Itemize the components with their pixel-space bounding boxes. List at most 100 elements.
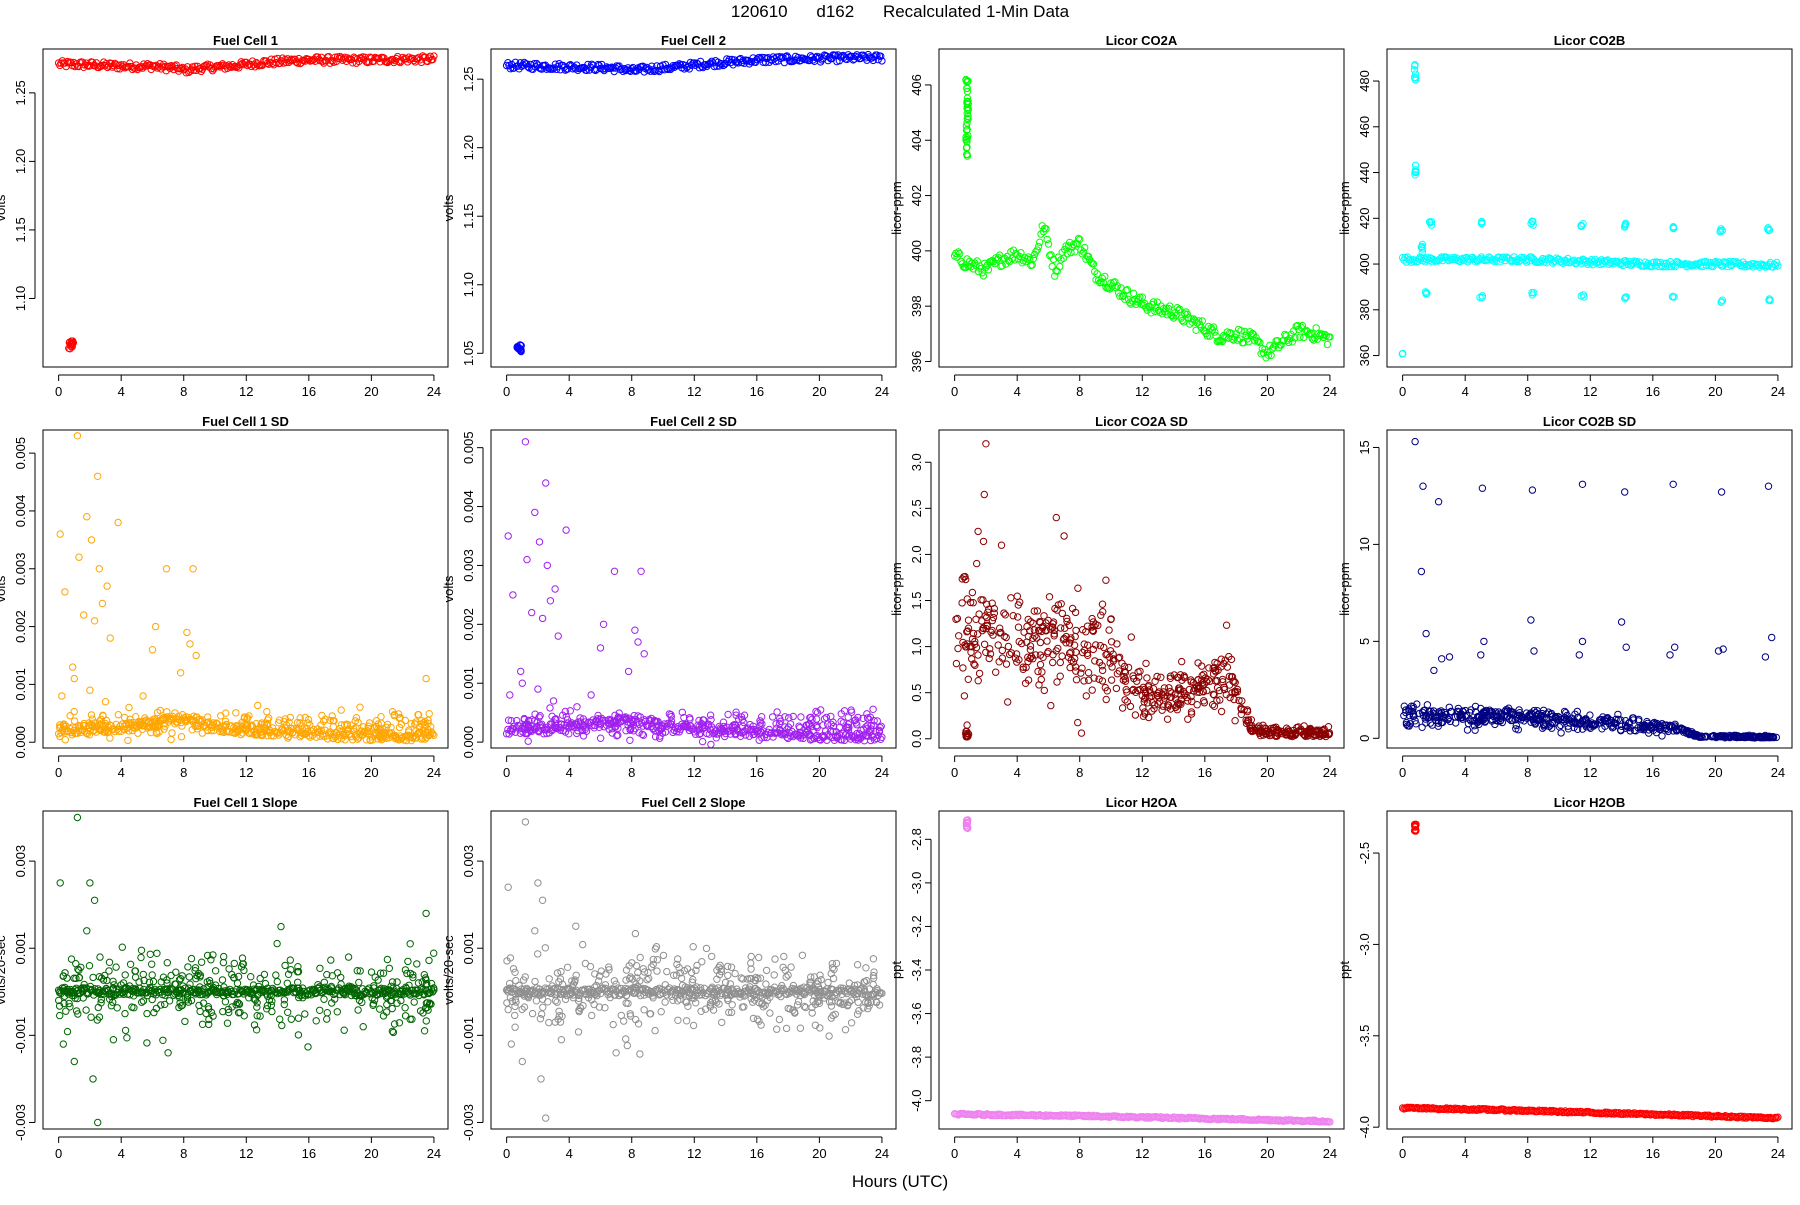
data-point — [115, 712, 121, 718]
data-point — [1041, 687, 1047, 693]
y-tick-label: 0.004 — [13, 495, 28, 528]
y-tick-label: 0.001 — [13, 668, 28, 701]
data-point — [402, 1013, 408, 1019]
data-point — [261, 971, 267, 977]
data-point — [83, 1007, 89, 1013]
y-tick-label: 15 — [1357, 440, 1372, 454]
data-point — [104, 583, 110, 589]
data-point — [828, 713, 834, 719]
data-point — [1718, 489, 1724, 495]
data-point — [600, 621, 606, 627]
x-tick-label: 24 — [875, 384, 889, 399]
y-axis-label: licor-ppm — [889, 181, 904, 234]
data-point — [138, 954, 144, 960]
chart-title: Fuel Cell 2 — [661, 33, 726, 48]
data-point — [1670, 481, 1676, 487]
data-point — [288, 1016, 294, 1022]
data-point — [210, 1013, 216, 1019]
data-point — [1179, 658, 1185, 664]
data-point — [1431, 667, 1437, 673]
data-point — [150, 978, 156, 984]
data-point — [423, 910, 429, 916]
data-point — [1050, 659, 1056, 665]
data-point — [1164, 716, 1170, 722]
y-axis-label: volts — [0, 575, 8, 602]
data-point — [1529, 487, 1535, 493]
data-point — [177, 670, 183, 676]
data-point — [173, 969, 179, 975]
x-tick-label: 4 — [1014, 384, 1021, 399]
data-point — [1423, 630, 1429, 636]
y-axis-label: volts/20-sec — [0, 935, 8, 1005]
x-tick-label: 0 — [55, 765, 62, 780]
series-points — [951, 76, 1333, 361]
data-point — [76, 554, 82, 560]
data-point — [1435, 499, 1441, 505]
y-tick-label: 1.20 — [13, 149, 28, 174]
data-point — [547, 598, 553, 604]
x-tick-label: 0 — [951, 765, 958, 780]
x-tick-label: 20 — [1708, 384, 1722, 399]
plot-frame — [1387, 49, 1792, 367]
data-point — [529, 609, 535, 615]
data-point — [356, 979, 362, 985]
data-point — [119, 944, 125, 950]
data-point — [1144, 675, 1150, 681]
data-point — [317, 1007, 323, 1013]
data-point — [278, 923, 284, 929]
chart-title: Fuel Cell 2 SD — [650, 414, 737, 429]
data-point — [1769, 634, 1775, 640]
data-point — [774, 709, 780, 715]
data-point — [224, 1020, 230, 1026]
x-tick-label: 24 — [1323, 765, 1337, 780]
y-axis-label: licor-ppm — [1337, 181, 1352, 234]
data-point — [273, 972, 279, 978]
data-point — [1003, 634, 1009, 640]
data-point — [152, 623, 158, 629]
data-point — [87, 687, 93, 693]
y-tick-label: 10 — [1357, 537, 1372, 551]
data-point — [57, 880, 63, 886]
x-tick-label: 0 — [55, 384, 62, 399]
data-point — [1046, 594, 1052, 600]
y-tick-label: 1.5 — [909, 591, 924, 609]
data-point — [95, 1004, 101, 1010]
x-tick-label: 24 — [875, 765, 889, 780]
data-point — [149, 647, 155, 653]
data-point — [823, 714, 829, 720]
data-point — [154, 950, 160, 956]
data-point — [1531, 648, 1537, 654]
y-tick-label: 0.000 — [13, 726, 28, 759]
data-point — [1061, 533, 1067, 539]
data-point — [199, 1021, 205, 1027]
data-point — [1095, 622, 1101, 628]
data-point — [126, 704, 132, 710]
x-tick-label: 4 — [118, 1146, 125, 1161]
chart-title: Licor CO2B SD — [1543, 414, 1636, 429]
data-point — [226, 966, 232, 972]
data-point — [998, 542, 1004, 548]
data-point — [995, 642, 1001, 648]
data-point — [532, 509, 538, 515]
x-tick-label: 16 — [750, 384, 764, 399]
data-point — [1089, 687, 1095, 693]
data-point — [233, 710, 239, 716]
x-tick-label: 24 — [1771, 765, 1785, 780]
data-point — [182, 1018, 188, 1024]
y-axis-label: volts/20-sec — [441, 935, 456, 1005]
data-point — [220, 1008, 226, 1014]
data-point — [198, 959, 204, 965]
y-tick-label: 0.001 — [461, 932, 476, 965]
data-point — [357, 704, 363, 710]
data-point — [338, 707, 344, 713]
data-point — [1005, 699, 1011, 705]
x-tick-label: 12 — [687, 1146, 701, 1161]
data-point — [138, 947, 144, 953]
x-tick-label: 8 — [1524, 384, 1531, 399]
x-tick-label: 20 — [812, 384, 826, 399]
x-tick-label: 4 — [566, 384, 573, 399]
chart-title: Licor CO2A SD — [1095, 414, 1188, 429]
data-point — [377, 1006, 383, 1012]
